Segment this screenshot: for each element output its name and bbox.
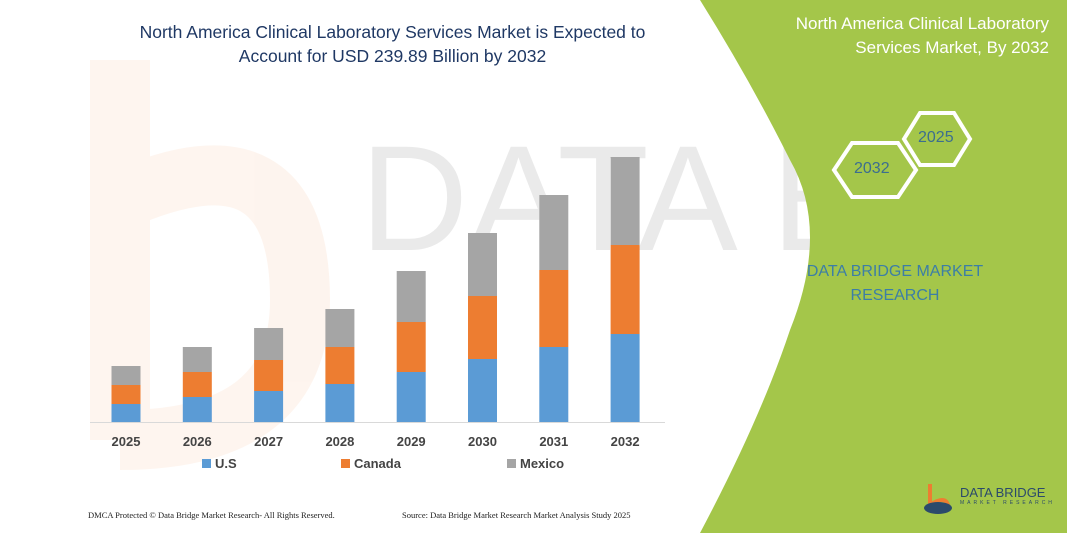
footer-source: Source: Data Bridge Market Research Mark… [402,510,631,520]
bar-us-2027 [254,391,284,422]
legend-item-mexico: Mexico [507,456,564,471]
legend-label: Mexico [520,456,565,471]
bar-us-2029 [396,372,426,422]
legend-label: U.S [215,456,237,471]
legend-item-canada: Canada [341,456,401,471]
bar-us-2030 [468,359,497,422]
bar-us-2028 [325,384,355,422]
side-panel-bg [700,0,1067,533]
bar-us-2032 [610,334,640,422]
legend-label: Canada [354,456,401,471]
page-title: North America Clinical Laboratory Servic… [139,22,646,66]
logo-subtext: MARKET RESEARCH [960,500,1055,506]
x-tick-label: 2029 [397,434,426,449]
x-tick-label: 2032 [611,434,640,449]
bar-canada-2031 [539,270,569,347]
legend-swatch [507,459,516,468]
hex-label-2025: 2025 [918,129,954,146]
bar-canada-2025 [111,385,141,404]
bar-mexico-2029 [396,271,426,322]
x-tick-label: 2026 [183,434,212,449]
logo-icon [924,484,952,514]
brand-text: DATA BRIDGE MARKET RESEARCH [806,263,984,304]
bar-canada-2030 [468,296,497,359]
logo-text: DATA BRIDGE [960,485,1046,500]
legend-item-us: U.S [202,456,237,471]
bar-us-2026 [182,397,212,422]
x-tick-label: 2028 [325,434,354,449]
bar-mexico-2025 [111,366,141,385]
bar-us-2025 [111,404,141,422]
hexagon-2032 [831,141,919,199]
legend-swatch [202,459,211,468]
bar-us-2031 [539,347,569,422]
bar-mexico-2026 [182,347,212,372]
bar-mexico-2027 [254,328,284,360]
x-tick-label: 2030 [468,434,497,449]
x-tick-label: 2031 [539,434,568,449]
x-tick-label: 2025 [112,434,141,449]
bar-mexico-2030 [468,233,497,296]
bar-canada-2028 [325,347,355,384]
legend-swatch [341,459,350,468]
bar-mexico-2032 [610,157,640,245]
bar-mexico-2031 [539,195,569,270]
bar-mexico-2028 [325,309,355,347]
hex-label-2032: 2032 [854,160,890,177]
footer-copyright: DMCA Protected © Data Bridge Market Rese… [88,510,335,520]
bar-canada-2027 [254,360,284,391]
x-tick-label: 2027 [254,434,283,449]
bar-canada-2029 [396,322,426,372]
bar-canada-2026 [182,372,212,397]
side-panel-title: North America Clinical Laboratory Servic… [795,14,1049,57]
bar-canada-2032 [610,245,640,334]
hexagon-2025 [901,111,973,167]
